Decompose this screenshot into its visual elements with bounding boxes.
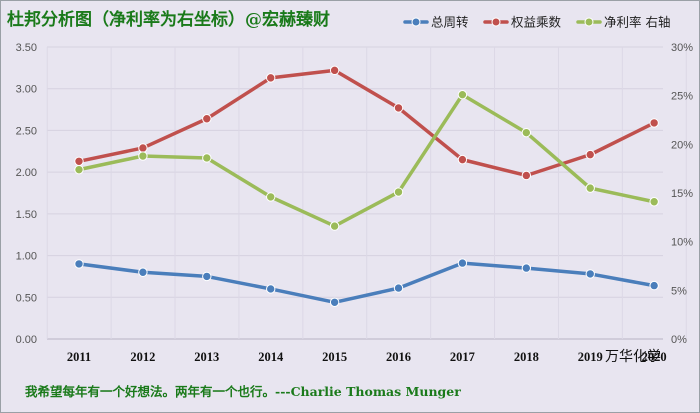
x-tick-label: 2014 xyxy=(258,350,284,364)
x-tick-label: 2011 xyxy=(67,350,91,364)
data-point xyxy=(457,154,468,165)
right-tick-label: 25% xyxy=(671,91,693,103)
series-line xyxy=(77,92,656,228)
x-tick-label: 2020 xyxy=(642,350,667,364)
data-point xyxy=(202,153,212,163)
data-point xyxy=(138,151,148,161)
legend-swatch-marker xyxy=(491,17,501,27)
legend-label: 权益乘数 xyxy=(511,15,562,30)
data-point xyxy=(138,267,148,277)
left-axis-ticks: 0.00 0.50 1.00 1.50 2.00 2.50 3.00 3.50 xyxy=(16,42,37,346)
data-point xyxy=(202,271,212,282)
x-tick-label: 2015 xyxy=(322,350,347,364)
left-tick-label: 2.00 xyxy=(16,167,37,179)
data-point xyxy=(393,187,404,197)
left-tick-label: 1.00 xyxy=(16,251,37,263)
x-tick-label: 2018 xyxy=(514,350,539,364)
data-point xyxy=(74,164,84,175)
x-tick-label: 2013 xyxy=(194,350,219,364)
data-point xyxy=(266,284,276,294)
data-point xyxy=(649,280,659,291)
data-point xyxy=(74,156,84,166)
series-layer xyxy=(74,65,659,307)
data-point xyxy=(585,149,595,160)
right-tick-label: 20% xyxy=(671,139,693,151)
series-line xyxy=(77,261,656,305)
right-tick-label: 5% xyxy=(671,285,687,297)
right-tick-label: 10% xyxy=(671,237,693,249)
data-point xyxy=(393,283,404,293)
x-tick-label: 2012 xyxy=(130,350,155,364)
left-tick-label: 3.00 xyxy=(16,84,37,96)
x-axis-extra-label: 万华化学 xyxy=(605,349,661,365)
right-axis-ticks: 0% 5% 10% 15% 20% 25% 30% xyxy=(671,42,693,346)
right-tick-label: 0% xyxy=(671,334,687,346)
right-tick-label: 15% xyxy=(671,188,693,200)
data-point xyxy=(393,103,404,113)
left-tick-label: 3.50 xyxy=(16,42,37,54)
left-tick-label: 0.50 xyxy=(16,292,37,304)
data-point xyxy=(329,65,340,76)
data-point xyxy=(457,89,468,100)
data-point xyxy=(521,127,532,138)
data-point xyxy=(521,170,532,181)
right-tick-label: 30% xyxy=(671,42,693,54)
data-point xyxy=(585,183,595,193)
data-point xyxy=(74,259,84,269)
left-tick-label: 0.00 xyxy=(16,334,37,346)
data-point xyxy=(649,197,659,207)
gridlines xyxy=(46,46,687,340)
legend-label: 总周转 xyxy=(431,15,469,30)
left-tick-label: 2.50 xyxy=(16,125,37,137)
data-point xyxy=(138,143,148,153)
x-tick-label: 2017 xyxy=(450,350,475,364)
data-point xyxy=(521,263,532,273)
x-tick-label: 2019 xyxy=(578,350,603,364)
data-point xyxy=(266,73,276,83)
data-point xyxy=(202,114,212,124)
data-point xyxy=(329,221,340,231)
series-line xyxy=(77,68,656,178)
left-tick-label: 1.50 xyxy=(16,209,37,221)
legend-label: 净利率 右轴 xyxy=(604,15,670,30)
data-point xyxy=(585,269,595,279)
x-tick-label: 2016 xyxy=(386,350,411,364)
x-axis-ticks: 2011 2012 2013 2014 2015 2016 2017 2018 2019 2020 xyxy=(67,350,667,364)
legend-swatch-marker xyxy=(411,17,421,27)
legend-swatch-marker xyxy=(584,17,594,27)
footer-quote: 我希望每年有一个好想法。两年有一个也行。---Charlie Thomas Mu… xyxy=(25,384,461,399)
chart-title: 杜邦分析图（净利率为右坐标）@宏赫臻财 xyxy=(7,9,330,30)
data-point xyxy=(329,297,340,307)
data-point xyxy=(649,118,659,128)
data-point xyxy=(266,192,276,202)
legend: 总周转 权益乘数 净利率 右轴 xyxy=(403,15,670,30)
data-point xyxy=(457,258,468,268)
